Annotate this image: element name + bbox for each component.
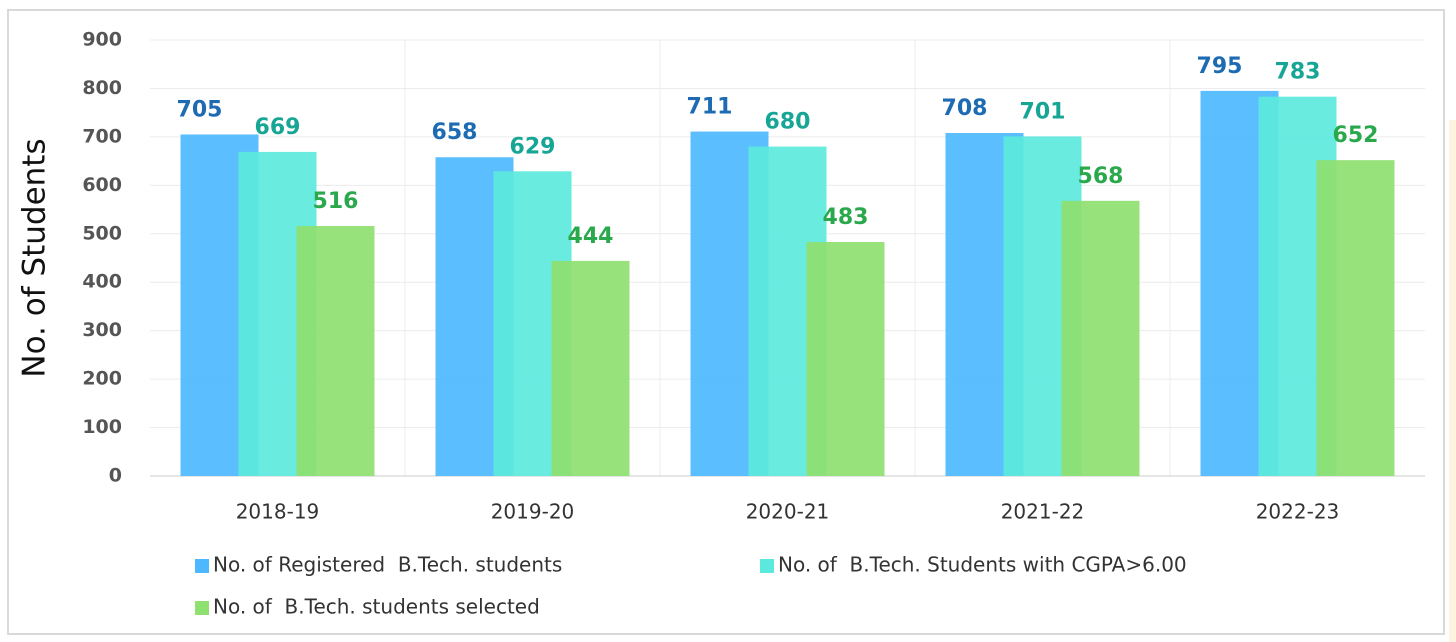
y-tick-label: 500	[82, 222, 122, 244]
value-label: 708	[942, 96, 988, 121]
edge-strip	[1449, 120, 1456, 642]
value-label: 629	[510, 134, 556, 159]
y-tick-label: 700	[82, 125, 122, 147]
y-tick-label: 400	[82, 271, 122, 293]
value-label: 701	[1020, 99, 1066, 124]
bar	[1316, 160, 1395, 477]
legend-swatch	[195, 559, 209, 573]
legend-label: No. of B.Tech. students selected	[213, 595, 540, 619]
y-tick-label: 200	[82, 368, 122, 390]
bar	[296, 226, 375, 476]
value-label: 669	[255, 115, 301, 140]
legend-label: No. of Registered B.Tech. students	[213, 553, 562, 577]
legend-label: No. of B.Tech. Students with CGPA>6.00	[778, 553, 1187, 577]
x-tick-label: 2018-19	[236, 500, 320, 524]
y-tick-label: 100	[82, 416, 122, 438]
value-label: 711	[687, 95, 733, 120]
y-tick-label: 300	[82, 319, 122, 341]
y-tick-label: 800	[82, 77, 122, 99]
bar	[551, 260, 630, 476]
value-label: 483	[823, 205, 869, 230]
x-tick-label: 2020-21	[746, 500, 830, 524]
value-label: 680	[765, 110, 811, 135]
bar	[806, 242, 885, 476]
value-label: 516	[313, 189, 359, 214]
value-label: 568	[1078, 164, 1124, 189]
y-axis-title: No. of Students	[17, 138, 53, 377]
value-label: 795	[1197, 54, 1243, 79]
y-tick-label: 0	[109, 465, 122, 487]
x-tick-label: 2019-20	[491, 500, 575, 524]
y-tick-label: 600	[82, 174, 122, 196]
x-tick-label: 2022-23	[1256, 500, 1340, 524]
value-label: 783	[1275, 60, 1321, 85]
value-label: 652	[1333, 123, 1379, 148]
legend-swatch	[760, 559, 774, 573]
legend-swatch	[195, 601, 209, 615]
value-label: 705	[177, 97, 223, 122]
value-label: 658	[432, 120, 478, 145]
y-tick-label: 900	[82, 29, 122, 51]
x-tick-label: 2021-22	[1001, 500, 1085, 524]
bar	[1061, 200, 1140, 476]
value-label: 444	[568, 224, 614, 249]
